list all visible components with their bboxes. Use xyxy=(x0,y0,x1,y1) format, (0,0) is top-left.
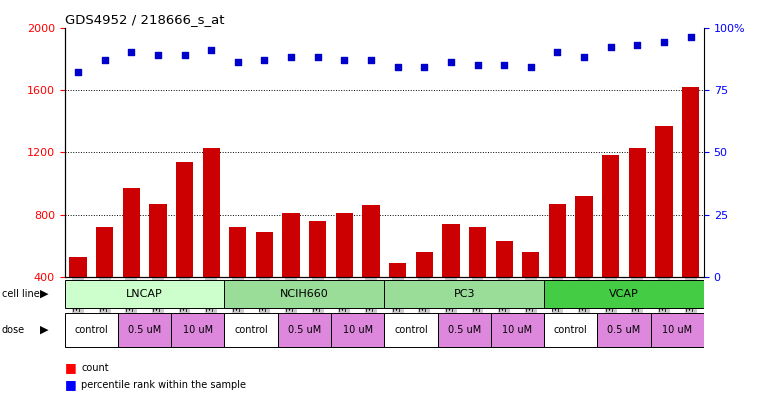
Point xyxy=(471,62,484,68)
Text: dose: dose xyxy=(2,325,24,335)
Bar xyxy=(602,155,619,340)
Bar xyxy=(96,227,113,340)
Text: PC3: PC3 xyxy=(454,289,475,299)
Text: control: control xyxy=(554,325,587,335)
Point xyxy=(151,52,164,58)
Bar xyxy=(495,241,513,340)
Bar xyxy=(389,263,406,340)
Bar xyxy=(176,162,193,340)
Text: control: control xyxy=(394,325,428,335)
Point xyxy=(551,49,563,55)
Text: 0.5 uM: 0.5 uM xyxy=(288,325,321,335)
Text: 0.5 uM: 0.5 uM xyxy=(447,325,481,335)
Text: 10 uM: 10 uM xyxy=(502,325,533,335)
Point xyxy=(312,54,324,61)
Point xyxy=(658,39,670,46)
Bar xyxy=(256,232,273,340)
Text: count: count xyxy=(81,363,109,373)
Point xyxy=(419,64,431,71)
Bar xyxy=(682,87,699,340)
Bar xyxy=(229,227,247,340)
Point xyxy=(365,57,377,63)
Point xyxy=(391,64,403,71)
Bar xyxy=(336,213,353,340)
Bar xyxy=(69,257,87,340)
Bar xyxy=(469,227,486,340)
Text: cell line: cell line xyxy=(2,288,40,299)
Text: VCAP: VCAP xyxy=(609,289,639,299)
Point xyxy=(578,54,590,61)
Bar xyxy=(491,313,544,347)
Bar xyxy=(118,313,171,347)
Bar xyxy=(224,280,384,308)
Text: ▶: ▶ xyxy=(40,288,48,299)
Text: 10 uM: 10 uM xyxy=(662,325,693,335)
Point xyxy=(338,57,350,63)
Bar xyxy=(651,313,704,347)
Point xyxy=(285,54,297,61)
Bar xyxy=(544,313,597,347)
Point xyxy=(205,47,218,53)
Text: control: control xyxy=(234,325,268,335)
Bar xyxy=(549,204,566,340)
Text: percentile rank within the sample: percentile rank within the sample xyxy=(81,380,247,390)
Text: ■: ■ xyxy=(65,361,76,374)
Bar xyxy=(331,313,384,347)
Bar xyxy=(384,313,438,347)
Text: 0.5 uM: 0.5 uM xyxy=(607,325,641,335)
Bar xyxy=(384,280,544,308)
Bar xyxy=(224,313,278,347)
Bar xyxy=(149,204,167,340)
Point xyxy=(72,69,84,75)
Point xyxy=(631,42,643,48)
Text: 10 uM: 10 uM xyxy=(183,325,213,335)
Point xyxy=(444,59,457,66)
Bar xyxy=(362,205,380,340)
Text: ▶: ▶ xyxy=(40,325,48,335)
Text: ■: ■ xyxy=(65,378,76,391)
Point xyxy=(98,57,111,63)
Bar xyxy=(65,313,118,347)
Text: control: control xyxy=(75,325,108,335)
Bar xyxy=(282,213,300,340)
Point xyxy=(125,49,137,55)
Text: LNCAP: LNCAP xyxy=(126,289,163,299)
Text: NCIH660: NCIH660 xyxy=(280,289,329,299)
Bar xyxy=(575,196,593,340)
Text: 10 uM: 10 uM xyxy=(342,325,373,335)
Bar xyxy=(278,313,331,347)
Bar xyxy=(416,252,433,340)
Point xyxy=(498,62,510,68)
Bar xyxy=(65,280,224,308)
Point xyxy=(178,52,190,58)
Point xyxy=(258,57,271,63)
Point xyxy=(524,64,537,71)
Bar xyxy=(597,313,651,347)
Bar xyxy=(442,224,460,340)
Bar xyxy=(629,148,646,340)
Text: GDS4952 / 218666_s_at: GDS4952 / 218666_s_at xyxy=(65,13,224,26)
Bar xyxy=(438,313,491,347)
Bar xyxy=(309,221,326,340)
Bar xyxy=(655,126,673,340)
Point xyxy=(684,34,696,40)
Point xyxy=(604,44,616,51)
Bar xyxy=(202,148,220,340)
Text: 0.5 uM: 0.5 uM xyxy=(128,325,161,335)
Point xyxy=(231,59,244,66)
Bar xyxy=(522,252,540,340)
Bar xyxy=(171,313,224,347)
Bar xyxy=(123,188,140,340)
Bar xyxy=(544,280,704,308)
